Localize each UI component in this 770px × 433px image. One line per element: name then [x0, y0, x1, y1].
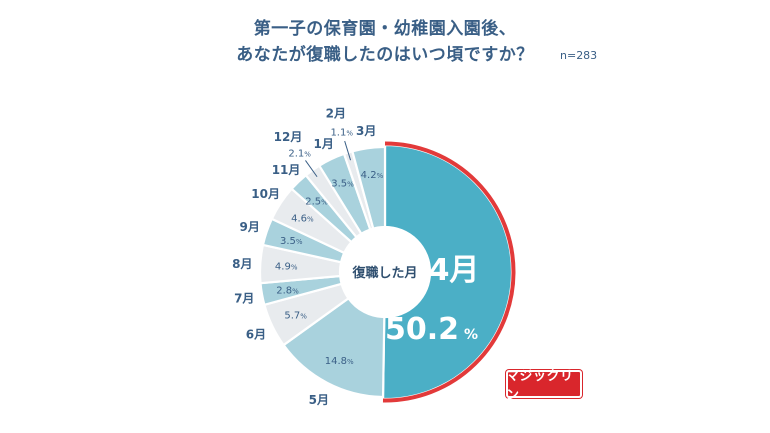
donut-hole	[341, 228, 429, 316]
callout-line-2	[344, 140, 352, 161]
slice-value-5: 14.8%	[325, 356, 354, 367]
slice-value-6: 5.7%	[284, 311, 307, 322]
slice-label-1: 1月	[313, 137, 333, 151]
slice-label-5: 5月	[309, 393, 329, 407]
slice-value-8: 4.9%	[275, 262, 298, 273]
slice-label-10: 10月	[251, 187, 280, 201]
slice-value-12: 2.1%	[288, 148, 311, 159]
slice-value-11: 2.5%	[305, 197, 328, 208]
slice-value-2: 1.1%	[330, 128, 353, 139]
chart-title-line-1: 第一子の保育園・幼稚園入園後、	[253, 19, 517, 39]
chart-title-line-2: あなたが復職したのはいつ頃ですか？	[236, 45, 534, 65]
slice-label-6: 6月	[246, 328, 266, 342]
slice-label-11: 11月	[272, 163, 301, 177]
slice-unit-4: %	[464, 327, 478, 343]
slice-label-4: 4月	[429, 253, 480, 288]
slice-label-8: 8月	[232, 257, 252, 271]
slice-value-4: 50.2	[385, 312, 459, 347]
slice-value-10: 4.6%	[291, 213, 314, 224]
brand-logo: マジックリン	[506, 369, 582, 403]
highlight-ring	[382, 141, 516, 403]
slice-label-3: 3月	[356, 124, 376, 138]
slice-label-9: 9月	[239, 220, 259, 234]
slice-value-1: 3.5%	[331, 179, 354, 190]
slice-label-7: 7月	[234, 291, 254, 305]
center-label: 復職した月	[351, 265, 417, 281]
callout-line-12	[305, 160, 318, 178]
slice-value-9: 3.5%	[280, 236, 303, 247]
slice-value-3: 4.2%	[361, 170, 384, 181]
slice-3	[351, 145, 387, 230]
slice-label-2: 2月	[326, 106, 346, 120]
slice-5	[282, 296, 386, 399]
sample-size-note: n=283	[560, 49, 598, 62]
slice-label-12: 12月	[274, 130, 303, 144]
slice-value-7: 2.8%	[276, 285, 299, 296]
